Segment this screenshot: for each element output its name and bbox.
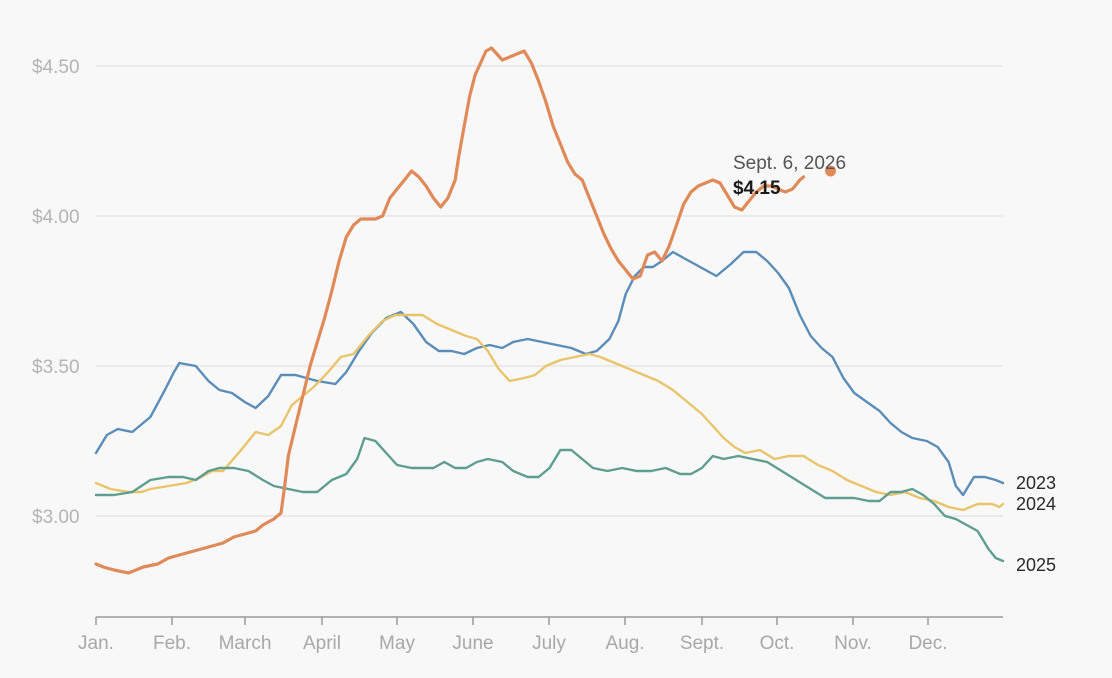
series-lines bbox=[94, 46, 1005, 575]
x-tick-label: Sept. bbox=[680, 633, 724, 654]
x-tick-label: Nov. bbox=[834, 633, 872, 654]
series-line-2024 bbox=[94, 313, 1005, 512]
series-label-2024: 2024 bbox=[1016, 494, 1056, 514]
x-tick-label: May bbox=[379, 633, 415, 654]
annotation-date: Sept. 6, 2026 bbox=[733, 153, 846, 174]
y-axis: $3.00 $3.50 $4.00 $4.50 bbox=[32, 57, 80, 528]
series-line-2026 bbox=[94, 46, 806, 575]
y-tick-label: $3.00 bbox=[32, 507, 80, 528]
x-tick-label: June bbox=[452, 633, 493, 654]
x-axis: Jan. Feb. March April May June July Aug. Sept. Oc… bbox=[78, 616, 1003, 654]
series-label-2023: 2023 bbox=[1016, 473, 1056, 493]
series-line-2025 bbox=[94, 436, 1005, 563]
y-tick-label: $4.00 bbox=[32, 207, 80, 228]
x-tick-label: Feb. bbox=[153, 633, 191, 654]
x-tick-label: March bbox=[219, 633, 272, 654]
annotation: Sept. 6, 2026 $4.15 bbox=[733, 153, 846, 199]
series-line-2023 bbox=[94, 250, 1005, 497]
y-tick-label: $4.50 bbox=[32, 57, 80, 78]
x-tick-label: Jan. bbox=[78, 633, 114, 654]
series-label-2025: 2025 bbox=[1016, 555, 1056, 575]
annotation-value: $4.15 bbox=[733, 178, 781, 199]
grid-layer bbox=[96, 65, 1003, 517]
x-tick-label: April bbox=[303, 633, 341, 654]
annotation-point bbox=[825, 165, 837, 177]
y-tick-label: $3.50 bbox=[32, 357, 80, 378]
x-tick-label: Dec. bbox=[908, 633, 947, 654]
x-tick-label: Aug. bbox=[605, 633, 644, 654]
x-tick-label: Oct. bbox=[760, 633, 795, 654]
x-tick-label: July bbox=[532, 633, 566, 654]
